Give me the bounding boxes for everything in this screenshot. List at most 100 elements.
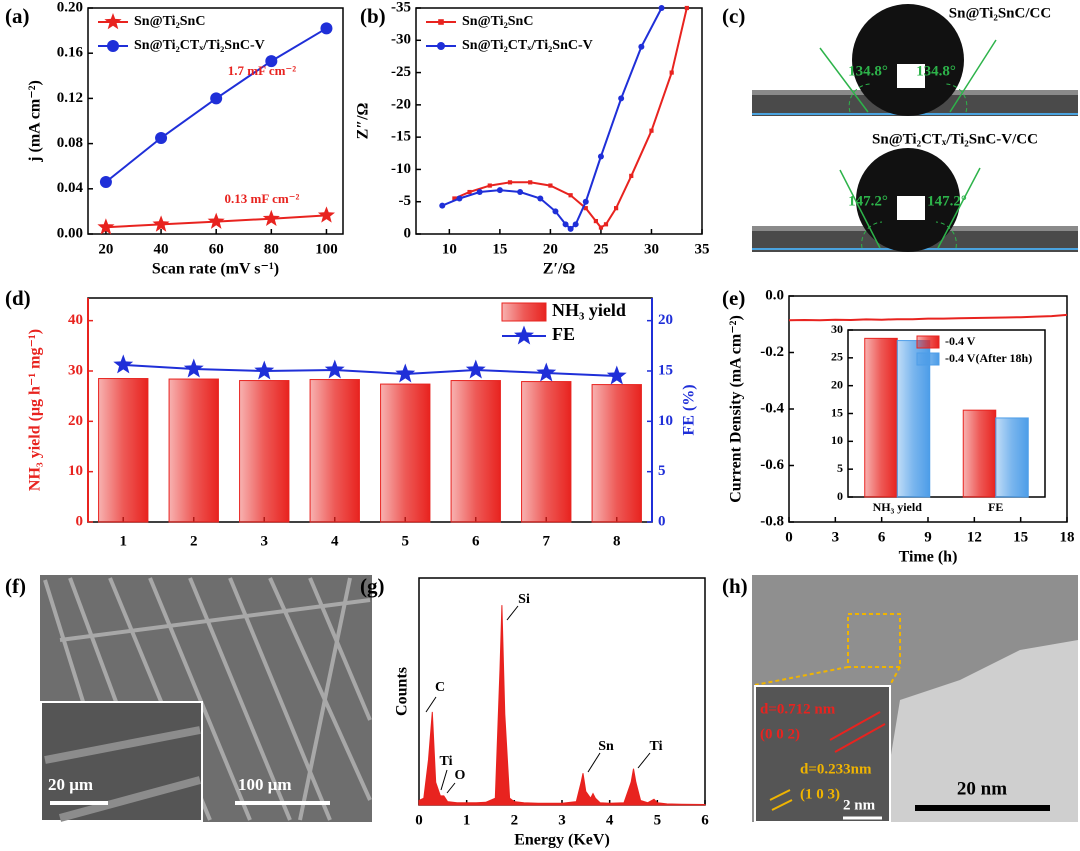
y-tick-label: -30 — [391, 32, 411, 48]
marker — [638, 43, 645, 50]
y2-tick-label: 0 — [658, 513, 666, 529]
y-tick-label: 5 — [837, 461, 843, 475]
inset-fibers — [44, 726, 202, 822]
scale-label: 20 μm — [48, 775, 93, 794]
x-tick-label: 20 — [543, 241, 558, 257]
marker — [514, 325, 534, 345]
marker — [598, 225, 604, 230]
annotation: 1.7 mF cm⁻² — [228, 63, 296, 78]
marker — [254, 360, 275, 380]
y-tick-label: 20 — [831, 377, 843, 391]
tangent — [819, 47, 869, 113]
marker — [658, 5, 665, 11]
x-tick-label: 3 — [261, 533, 269, 549]
y-tick-label: -0.6 — [760, 457, 784, 473]
contact-angle-panel: (c) Sn@Ti₂SnC/CC 134.8° 134.8° Sn@Ti₂CTₓ… — [722, 4, 1078, 252]
panel-label: (g) — [360, 574, 385, 598]
marker — [517, 189, 524, 196]
marker — [562, 221, 569, 228]
legend-label: -0.4 V — [945, 334, 976, 348]
y-tick-label: -0.4 — [760, 400, 784, 416]
legend-label: FE — [552, 324, 575, 344]
marker — [552, 208, 559, 215]
scale-label: 100 μm — [238, 775, 292, 794]
y2-axis-label: FE (%) — [681, 384, 698, 435]
marker — [649, 128, 654, 133]
peak-label: C — [435, 680, 445, 695]
x-tick-label: 1 — [463, 812, 471, 828]
bar — [239, 380, 290, 523]
marker — [207, 212, 225, 229]
series-line — [123, 363, 617, 377]
y-tick-label: 0.08 — [57, 135, 83, 151]
panel-label: (b) — [360, 4, 386, 28]
lattice-label: d=0.233nm — [800, 761, 872, 777]
marker — [437, 42, 445, 50]
y-tick-label: 15 — [831, 405, 843, 419]
marker — [567, 225, 574, 232]
x-tick-label: 6 — [701, 812, 709, 828]
marker — [107, 40, 119, 52]
marker — [629, 173, 634, 178]
marker — [262, 209, 280, 226]
angle-label: 147.2° — [927, 193, 967, 209]
y-tick-label: -25 — [391, 64, 411, 80]
peak-label: Sn — [598, 739, 614, 754]
y-tick-label: 10 — [831, 433, 843, 447]
marker — [476, 189, 483, 196]
marker — [210, 92, 223, 105]
marker — [507, 180, 513, 185]
bar — [168, 378, 219, 523]
marker — [537, 195, 544, 202]
y-tick-label: 0.20 — [57, 0, 83, 15]
y-tick-label: 0.00 — [57, 225, 83, 241]
tem-vacuum — [880, 640, 1078, 822]
panel-label: (a) — [5, 4, 30, 28]
x-tick-label: 6 — [472, 533, 480, 549]
marker — [597, 153, 604, 160]
y-tick-label: -20 — [391, 96, 411, 112]
y-tick-label: 0 — [837, 489, 843, 503]
y-axis-label: Current Density (mA cm⁻²) — [728, 315, 745, 503]
y-tick-label: 30 — [68, 362, 83, 378]
y-tick-label: 0 — [404, 225, 412, 241]
angle-label: 147.2° — [848, 193, 888, 209]
x-tick-label: 2 — [511, 812, 519, 828]
x-tick-label: 8 — [613, 533, 621, 549]
marker — [438, 19, 444, 25]
y-tick-label: 0.12 — [57, 90, 83, 106]
marker — [572, 221, 579, 228]
x-tick-label: 25 — [593, 241, 608, 257]
bar — [896, 340, 931, 498]
bar — [380, 383, 431, 523]
x-tick-label: 9 — [924, 529, 932, 545]
annotation-arrow — [587, 752, 601, 773]
lattice-marker — [771, 799, 793, 811]
legend-swatch — [501, 302, 547, 322]
peak-label: Ti — [650, 739, 663, 754]
legend-swatch — [916, 352, 940, 366]
x-tick-label: 20 — [98, 241, 113, 257]
marker — [320, 22, 333, 35]
x-tick-label: 15 — [1013, 529, 1028, 545]
zoom-box — [847, 613, 901, 668]
y-tick-label: 0.0 — [765, 287, 784, 303]
x-tick-label: 5 — [654, 812, 662, 828]
x-tick-label: 5 — [402, 533, 410, 549]
marker — [155, 131, 168, 144]
marker — [439, 202, 446, 209]
legend-label: -0.4 V(After 18h) — [945, 351, 1032, 365]
x-axis-label: Z′/Ω — [543, 261, 576, 278]
marker — [324, 359, 345, 379]
y-tick-label: -10 — [391, 161, 411, 177]
marker — [593, 218, 598, 224]
x-tick-label: 60 — [209, 241, 224, 257]
sem-panel: (f) 20 μm 100 μm — [5, 574, 372, 822]
marker — [97, 218, 115, 235]
marker — [669, 70, 674, 75]
bar — [962, 409, 997, 498]
angle-label: 134.8° — [848, 63, 888, 79]
marker — [99, 176, 112, 189]
marker — [536, 362, 557, 382]
panel-label: (f) — [5, 574, 26, 598]
